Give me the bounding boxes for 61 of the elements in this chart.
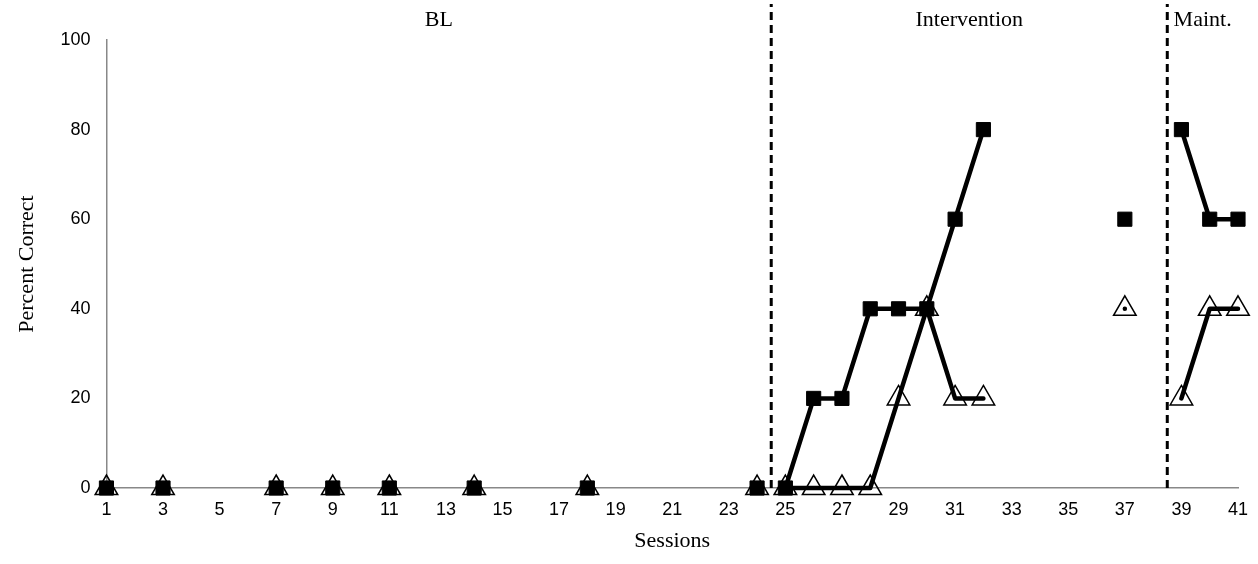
point: [1169, 384, 1194, 406]
x-tick-label: 13: [435, 498, 456, 519]
point: [1225, 295, 1251, 317]
x-tick-label: 35: [1058, 498, 1079, 519]
point: [947, 211, 963, 227]
point: [1117, 211, 1133, 227]
point: [858, 474, 883, 496]
point: [1230, 211, 1246, 227]
y-tick-label: 40: [70, 297, 91, 318]
point: [886, 384, 911, 406]
x-tick-label: 31: [945, 498, 966, 519]
point: [801, 474, 826, 496]
point: [943, 384, 968, 406]
x-tick-label: 37: [1114, 498, 1135, 519]
x-tick-label: 41: [1227, 498, 1249, 519]
point: [1112, 295, 1137, 317]
point: [151, 474, 176, 496]
text: BL: [424, 5, 453, 31]
point: [377, 474, 402, 496]
x-tick-label: 17: [549, 498, 570, 519]
point: [320, 474, 345, 496]
point: [862, 301, 878, 317]
x-tick-label: 21: [662, 498, 683, 519]
point: [745, 474, 770, 496]
y-tick-label: 80: [70, 118, 91, 139]
x-tick-label: 7: [271, 498, 282, 519]
point: [971, 384, 996, 406]
point: [1173, 122, 1189, 138]
point: [94, 474, 119, 496]
x-tick-label: 9: [327, 498, 338, 519]
x-tick-label: 19: [605, 498, 626, 519]
point: [264, 474, 289, 496]
point: [462, 474, 487, 496]
y-tick-label: 0: [80, 476, 91, 497]
x-tick-label: 11: [379, 498, 399, 519]
y-tick-label: 100: [60, 28, 91, 49]
point: [806, 390, 822, 406]
y-tick-label: 60: [70, 208, 91, 229]
x-tick-label: 3: [158, 498, 169, 519]
y-axis-title: Percent Correct: [12, 195, 38, 333]
x-tick-label: 1: [101, 498, 112, 519]
point: [829, 474, 854, 496]
point: [1197, 295, 1222, 317]
x-tick-label: 33: [1001, 498, 1022, 519]
x-tick-label: 39: [1171, 498, 1192, 519]
point: [773, 474, 798, 496]
x-tick-label: 27: [831, 498, 852, 519]
x-tick-label: 5: [214, 498, 225, 519]
x-tick-label: 29: [888, 498, 909, 519]
text: Intervention: [915, 5, 1024, 31]
text: Maint.: [1173, 5, 1232, 31]
x-tick-label: 25: [775, 498, 796, 519]
point: [1202, 211, 1218, 227]
point: [575, 474, 600, 496]
point: [834, 390, 850, 406]
point: [975, 122, 991, 138]
x-axis-title: Sessions: [634, 526, 711, 552]
x-tick-label: 23: [718, 498, 739, 519]
y-tick-label: 20: [70, 387, 91, 408]
x-tick-label: 15: [492, 498, 513, 519]
point: [890, 301, 907, 317]
